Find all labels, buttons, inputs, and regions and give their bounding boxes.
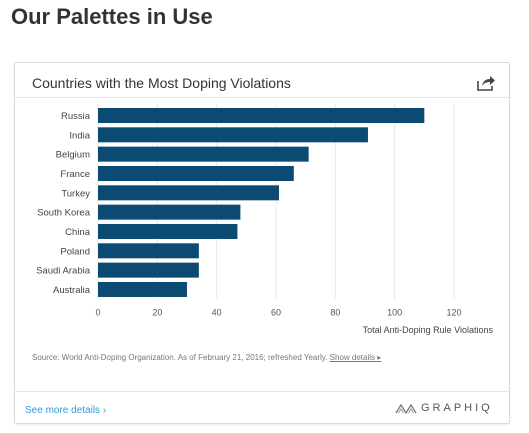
y-category-label: Saudi Arabia xyxy=(36,266,91,277)
graphiq-brand[interactable]: GRAPHIQ xyxy=(395,402,493,414)
x-tick-label: 40 xyxy=(212,307,222,317)
show-details-link[interactable]: Show details ▸ xyxy=(329,353,382,362)
y-category-label: France xyxy=(60,169,90,180)
y-category-label: Poland xyxy=(60,246,90,257)
bar-turkey[interactable] xyxy=(98,185,279,201)
y-category-label: Australia xyxy=(53,285,91,296)
chart-card: Countries with the Most Doping Violation… xyxy=(14,62,510,424)
see-more-details-link[interactable]: See more details › xyxy=(25,405,107,416)
share-icon xyxy=(477,76,495,91)
x-tick-label: 120 xyxy=(446,307,461,317)
bar-france[interactable] xyxy=(98,165,294,181)
x-tick-label: 100 xyxy=(387,307,402,317)
share-button[interactable] xyxy=(475,73,497,93)
bar-russia[interactable] xyxy=(98,108,425,123)
x-tick-label: 60 xyxy=(271,307,281,317)
page-heading: Our Palettes in Use xyxy=(11,4,213,29)
graphiq-logo-icon xyxy=(395,403,417,414)
y-category-label: Belgium xyxy=(56,150,90,161)
x-tick-label: 80 xyxy=(330,307,340,317)
x-axis-title: Total Anti-Doping Rule Violations xyxy=(363,325,494,335)
bar-poland[interactable] xyxy=(98,243,199,259)
footer-divider xyxy=(15,391,509,392)
bar-saudi-arabia[interactable] xyxy=(98,262,199,278)
bar-australia[interactable] xyxy=(98,281,187,297)
y-category-label: South Korea xyxy=(37,208,91,219)
y-category-label: China xyxy=(65,227,91,238)
y-category-label: Russia xyxy=(61,111,91,122)
source-text: Source: World Anti-Doping Organization. … xyxy=(32,353,328,362)
title-divider xyxy=(15,97,509,98)
bar-india[interactable] xyxy=(98,127,368,143)
y-category-label: Turkey xyxy=(61,188,90,199)
source-note: Source: World Anti-Doping Organization. … xyxy=(32,353,381,362)
brand-name: GRAPHIQ xyxy=(421,402,493,414)
x-tick-label: 0 xyxy=(95,307,100,317)
x-tick-label: 20 xyxy=(152,307,162,317)
bar-south-korea[interactable] xyxy=(98,204,241,220)
chart-title: Countries with the Most Doping Violation… xyxy=(32,75,291,91)
y-category-label: India xyxy=(69,130,90,141)
bar-belgium[interactable] xyxy=(98,146,309,162)
bar-china[interactable] xyxy=(98,223,238,239)
bar-chart: Russia India Belgium France Turkey South Kore… xyxy=(36,104,494,335)
